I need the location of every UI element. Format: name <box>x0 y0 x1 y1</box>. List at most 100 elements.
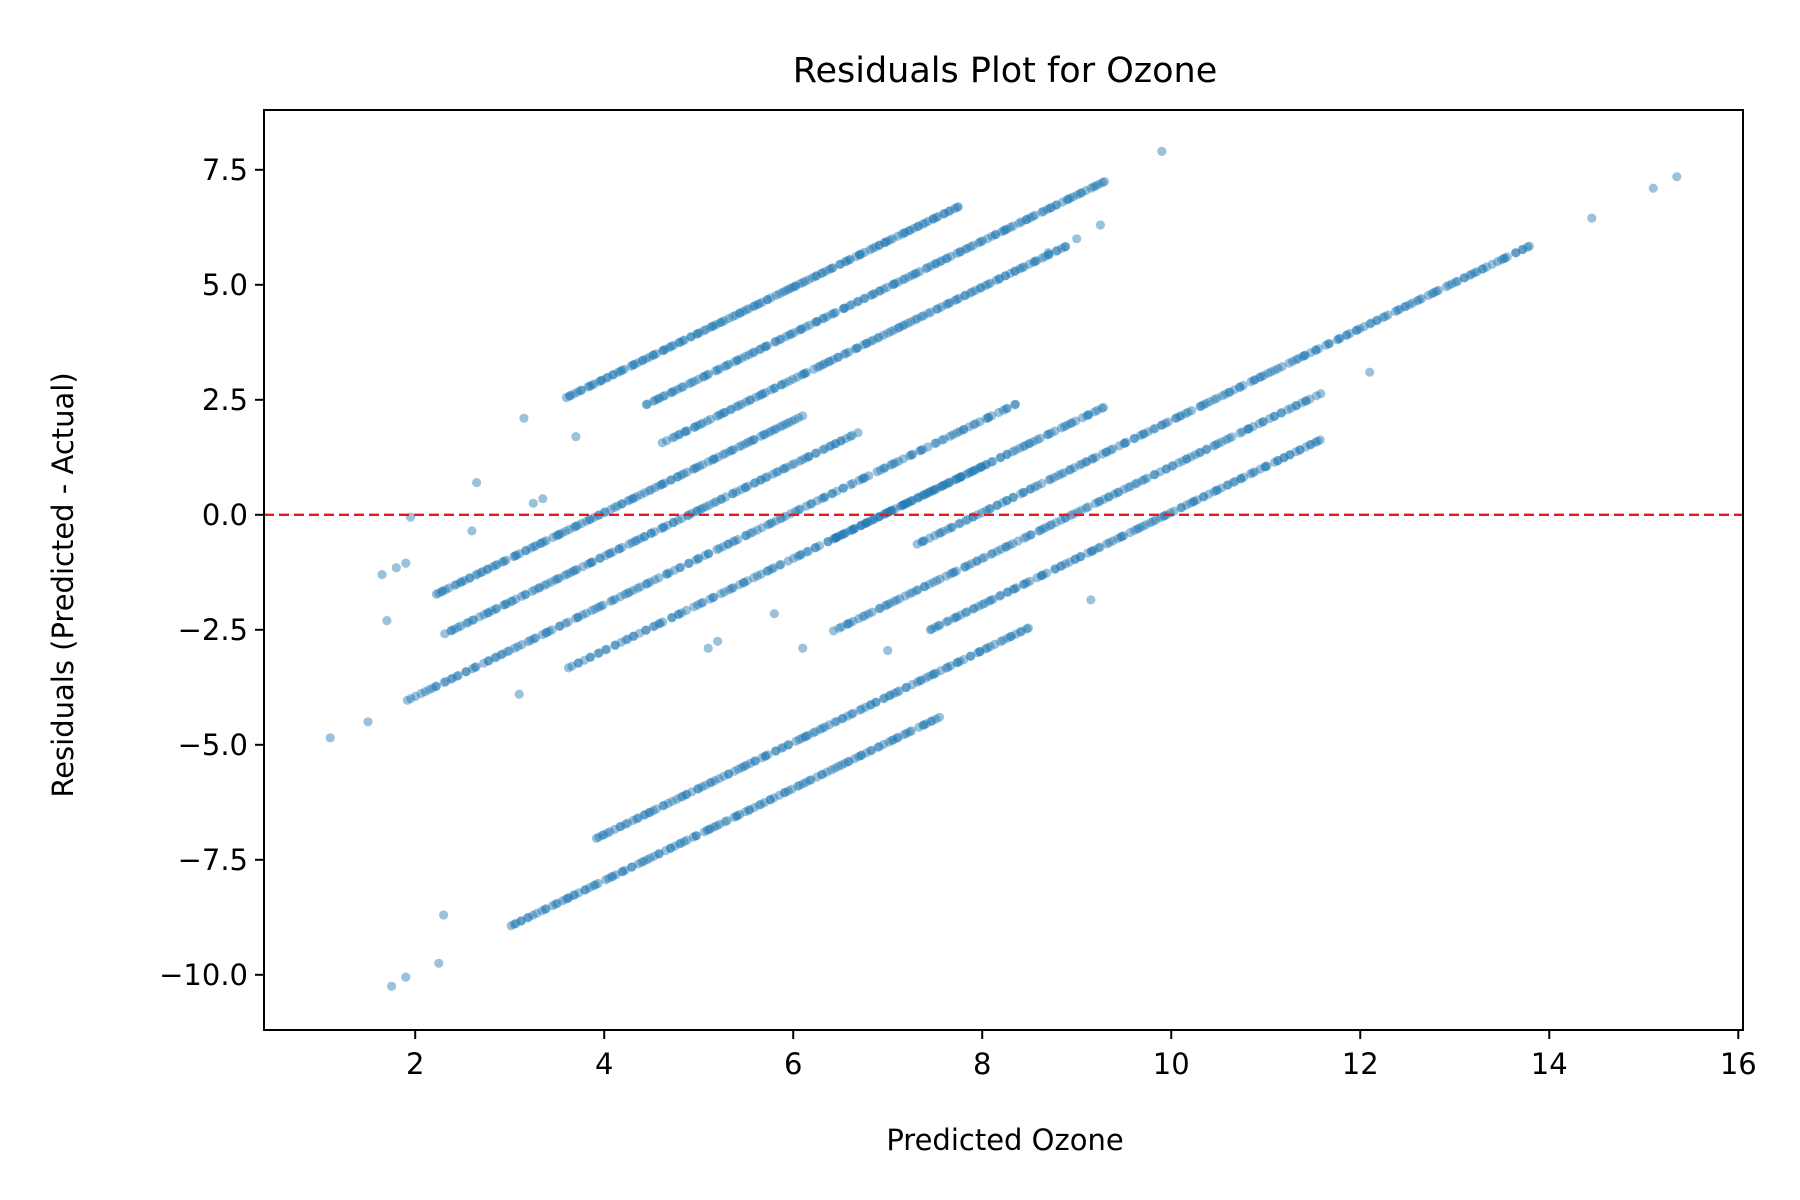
data-point <box>918 536 928 547</box>
data-point <box>1196 401 1206 411</box>
data-point <box>1081 186 1091 196</box>
data-point <box>998 498 1008 508</box>
data-point <box>654 573 664 583</box>
data-point <box>446 626 456 636</box>
data-point <box>790 415 800 425</box>
data-point <box>839 303 849 313</box>
data-point <box>884 737 894 747</box>
data-point <box>861 338 872 349</box>
data-point <box>922 488 932 498</box>
data-point <box>691 831 701 841</box>
data-point <box>666 341 676 351</box>
data-point <box>561 526 571 536</box>
data-point <box>850 523 860 534</box>
data-point <box>773 466 784 476</box>
data-point <box>762 341 772 351</box>
data-point <box>1099 494 1109 504</box>
data-point <box>793 551 803 561</box>
data-point <box>962 243 972 253</box>
data-point <box>571 613 581 624</box>
data-point <box>1672 172 1682 182</box>
data-point <box>914 722 924 732</box>
data-point <box>1225 387 1235 397</box>
data-point <box>633 358 643 368</box>
data-point <box>740 483 750 493</box>
data-point <box>919 720 929 730</box>
data-point <box>845 618 855 628</box>
data-point <box>814 541 825 551</box>
data-point <box>857 750 867 760</box>
data-point <box>749 756 760 766</box>
data-point <box>565 391 576 401</box>
data-point <box>530 585 540 595</box>
data-point <box>1180 409 1191 419</box>
data-point <box>537 906 547 916</box>
data-point <box>479 658 489 668</box>
data-point <box>740 483 750 493</box>
data-point <box>700 550 710 561</box>
data-point <box>930 622 940 633</box>
data-point <box>883 328 893 338</box>
data-point <box>728 583 738 593</box>
data-point <box>1068 192 1078 202</box>
data-point <box>1295 445 1305 455</box>
data-point <box>799 369 810 379</box>
data-point <box>586 558 596 568</box>
data-point <box>854 614 864 624</box>
data-point <box>916 445 926 455</box>
data-point <box>1168 461 1178 471</box>
data-point <box>919 536 929 546</box>
data-point <box>441 677 451 687</box>
data-point <box>985 642 995 652</box>
data-point <box>1194 448 1204 458</box>
x-tick-label: 4 <box>595 1047 613 1081</box>
data-point <box>1273 363 1283 374</box>
data-point <box>931 714 941 724</box>
data-point <box>746 395 756 405</box>
data-point <box>650 575 660 585</box>
data-point <box>879 739 889 750</box>
data-point <box>831 533 841 543</box>
data-point <box>857 520 867 530</box>
data-point <box>885 599 895 609</box>
data-point <box>686 378 697 388</box>
data-point <box>830 307 841 318</box>
data-point <box>934 712 945 722</box>
data-point <box>828 488 838 498</box>
data-point <box>939 209 949 219</box>
data-point <box>680 427 690 437</box>
data-point <box>1221 435 1231 445</box>
data-point <box>1518 244 1528 254</box>
data-point <box>858 473 868 483</box>
data-point <box>1119 531 1129 541</box>
data-point <box>887 505 897 515</box>
data-point <box>585 652 595 662</box>
data-point <box>1245 469 1256 479</box>
data-point <box>900 228 910 238</box>
data-point <box>632 535 642 545</box>
data-point <box>769 425 779 435</box>
data-point <box>578 610 588 620</box>
data-point <box>468 615 478 625</box>
data-point <box>661 846 671 856</box>
data-point <box>893 456 904 466</box>
data-point <box>1032 573 1042 583</box>
data-point <box>848 478 858 489</box>
data-point <box>1371 316 1381 326</box>
data-point <box>571 432 581 442</box>
data-point <box>1057 561 1067 571</box>
data-point <box>805 775 815 786</box>
data-point <box>946 523 956 533</box>
data-point <box>684 558 694 568</box>
data-point <box>741 531 751 541</box>
data-point <box>1043 430 1053 440</box>
data-point <box>1037 253 1047 263</box>
data-point <box>983 413 993 423</box>
data-point <box>795 550 805 560</box>
data-point <box>610 594 620 604</box>
data-point <box>1390 306 1401 316</box>
data-point <box>725 446 735 456</box>
data-point <box>925 625 936 635</box>
data-point <box>744 805 754 815</box>
data-point <box>1162 464 1172 474</box>
